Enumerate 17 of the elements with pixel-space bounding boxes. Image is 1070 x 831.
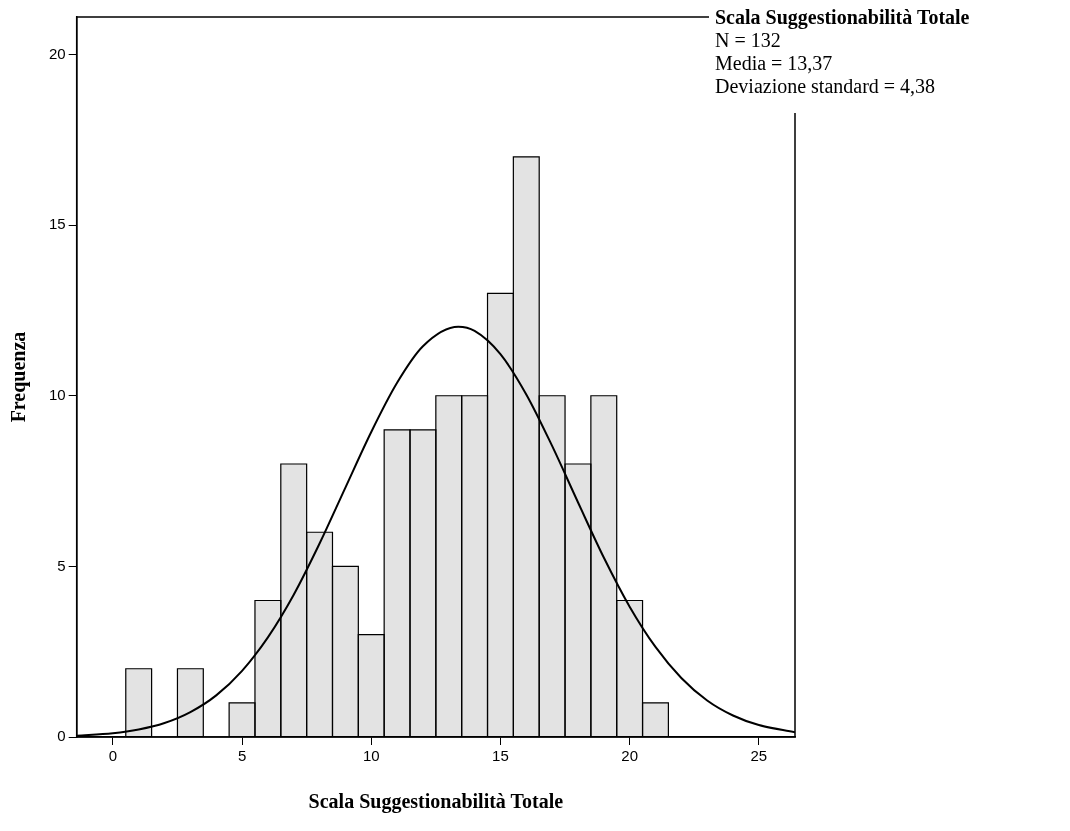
y-tick-label: 20 — [49, 44, 66, 62]
annotation: Scala Suggestionabilità Totale — [715, 6, 970, 30]
x-tick-label: 0 — [108, 747, 118, 765]
y-tick-label: 15 — [49, 215, 66, 233]
y-tick-label: 5 — [57, 556, 66, 574]
x-tick-label: 15 — [492, 747, 509, 765]
y-tick-label: 10 — [49, 385, 66, 403]
x-tick-label: 5 — [237, 747, 247, 765]
y-axis-title: Frequenza — [7, 331, 31, 423]
x-tick-label: 25 — [750, 747, 768, 765]
y-tick-label: 0 — [57, 727, 66, 745]
x-tick-label: 20 — [621, 747, 638, 765]
annotation: N = 132 — [715, 29, 781, 52]
annotation: Media = 13,37 — [715, 52, 833, 75]
x-axis-title: Scala Suggestionabilità Totale — [308, 790, 564, 814]
x-tick-label: 10 — [362, 747, 380, 765]
annotation: Deviazione standard = 4,38 — [715, 75, 936, 98]
